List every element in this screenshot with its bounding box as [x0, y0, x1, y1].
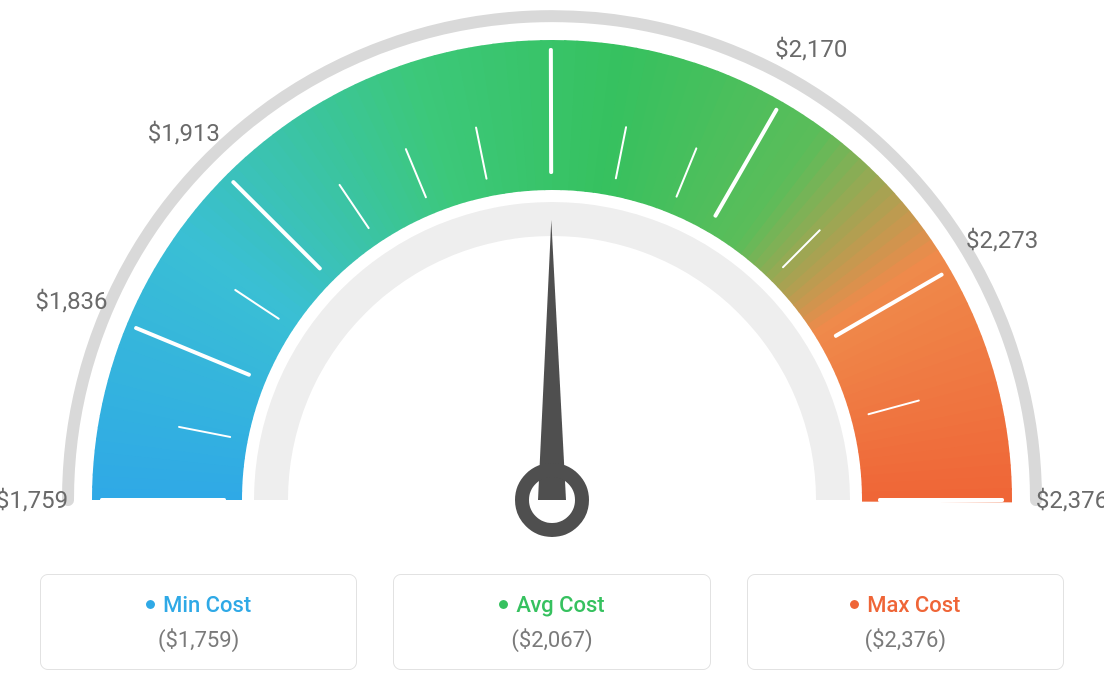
legend-title-min: Min Cost — [41, 593, 356, 618]
gauge-tick-label: $2,376 — [1036, 486, 1104, 514]
legend-title-text: Min Cost — [163, 593, 251, 618]
legend-row: Min Cost ($1,759) Avg Cost ($2,067) Max … — [0, 574, 1104, 670]
legend-title-avg: Avg Cost — [394, 593, 709, 618]
dot-icon — [146, 600, 155, 609]
legend-value-min: ($1,759) — [41, 628, 356, 653]
gauge-tick-label: $1,913 — [148, 119, 220, 147]
legend-value-avg: ($2,067) — [394, 628, 709, 653]
legend-card-max: Max Cost ($2,376) — [747, 574, 1064, 670]
legend-card-min: Min Cost ($1,759) — [40, 574, 357, 670]
gauge-tick-label: $2,170 — [775, 35, 847, 63]
gauge-chart — [0, 0, 1104, 560]
legend-title-text: Max Cost — [867, 593, 960, 618]
legend-value-max: ($2,376) — [748, 628, 1063, 653]
legend-title-max: Max Cost — [748, 593, 1063, 618]
gauge-tick-label: $2,273 — [966, 226, 1038, 254]
legend-card-avg: Avg Cost ($2,067) — [393, 574, 710, 670]
gauge-tick-label: $1,759 — [0, 486, 68, 514]
legend-title-text: Avg Cost — [516, 593, 604, 618]
dot-icon — [850, 600, 859, 609]
gauge-container: $1,759$1,836$1,913$2,067$2,170$2,273$2,3… — [0, 0, 1104, 560]
gauge-tick-label: $1,836 — [35, 287, 107, 315]
dot-icon — [499, 600, 508, 609]
